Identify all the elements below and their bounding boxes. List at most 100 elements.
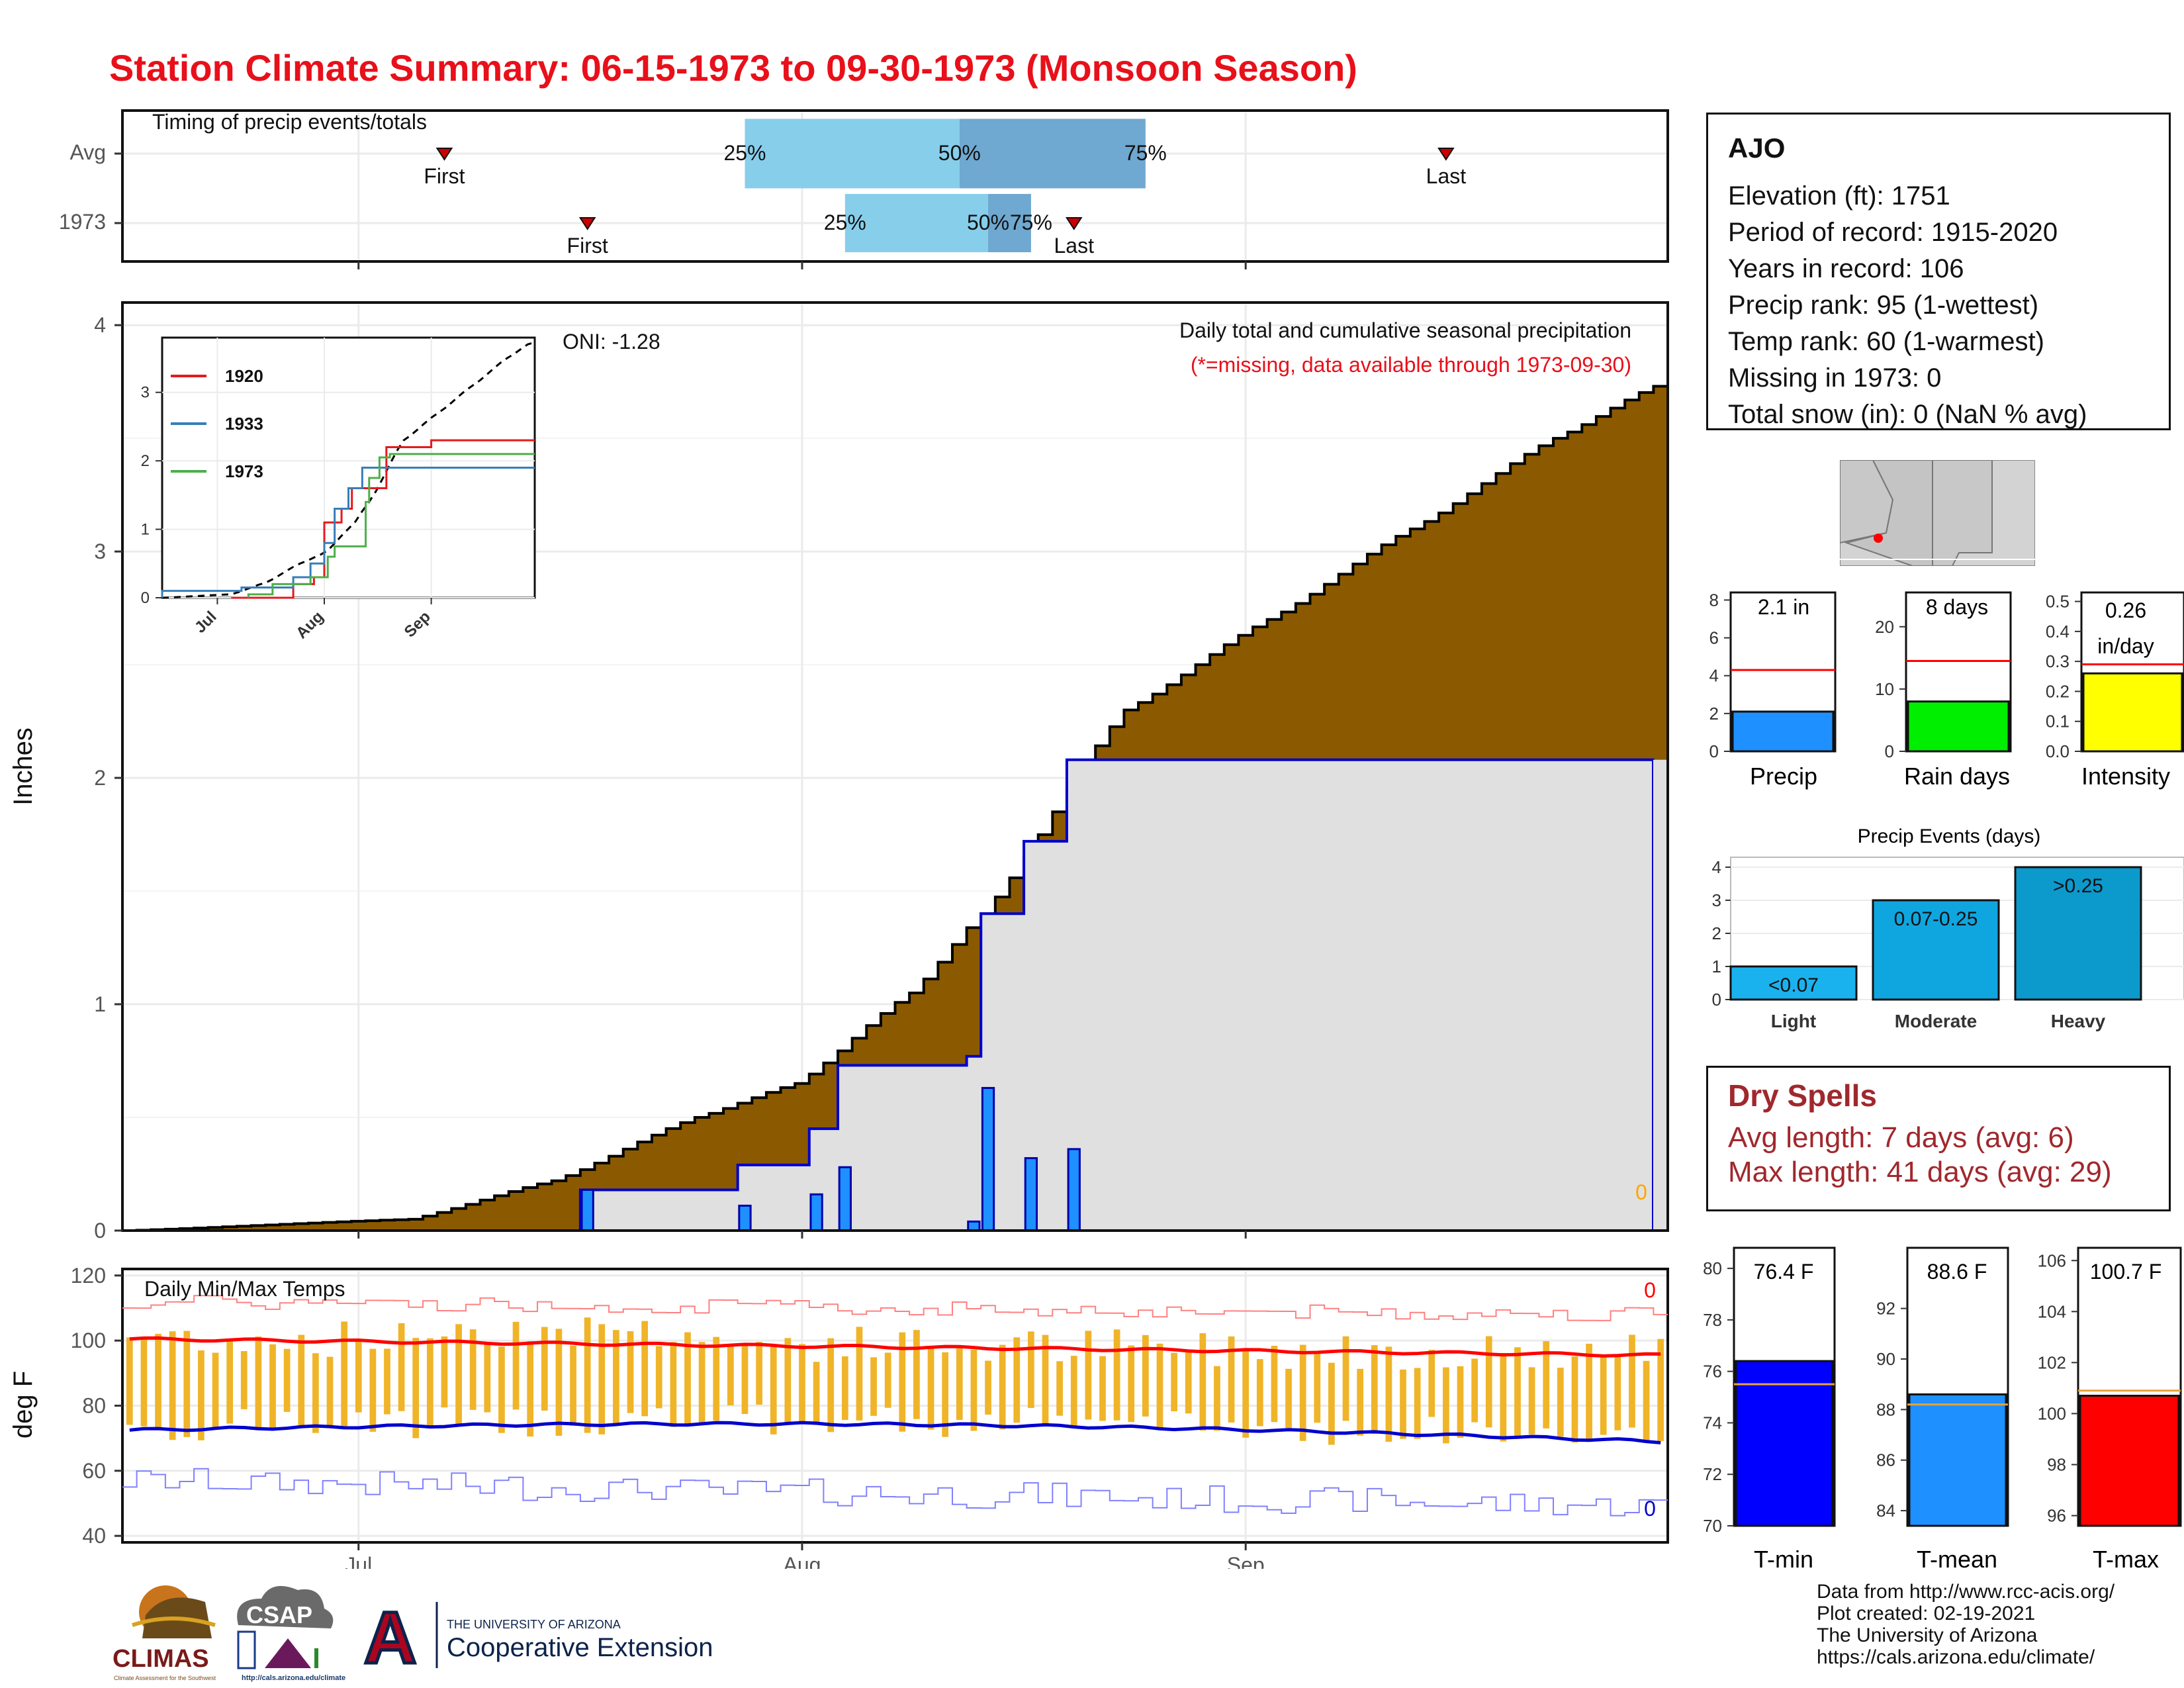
inset-y-tick-label: 1	[141, 521, 150, 539]
daily-temp-bar	[1142, 1335, 1149, 1417]
temp-y-tick-label: 40	[82, 1524, 106, 1548]
tb-tmin-tick-label: 78	[1703, 1310, 1722, 1330]
inset-avg-line	[161, 341, 535, 599]
daily-temp-bar	[899, 1332, 906, 1432]
daily-temp-bar	[1285, 1368, 1292, 1429]
daily-temp-bar	[1443, 1367, 1449, 1444]
daily-temp-bar	[255, 1336, 262, 1430]
daily-temp-bar	[1128, 1345, 1135, 1423]
dry-spells-avg: Avg length: 7 days (avg: 6)	[1728, 1121, 2074, 1154]
daily-temp-bar	[484, 1342, 491, 1413]
climas-arc-icon	[132, 1617, 216, 1627]
timing-bar-50-75-avg	[959, 118, 1146, 189]
csap-mountain-icon	[265, 1638, 311, 1668]
sum-precip-tick-label: 8	[1709, 590, 1719, 610]
timing-first-label-1973: First	[567, 234, 608, 258]
daily-temp-bar	[1614, 1355, 1621, 1430]
tb-tmean-tick-label: 92	[1876, 1299, 1895, 1319]
temp-summary-bars: 70 72 74 76 78 80 84 86 88 90 92 96 98 100 102 104 106…	[1703, 1246, 2182, 1573]
daily-temp-bar	[441, 1336, 448, 1408]
events-bar-light	[1729, 965, 1858, 1001]
timing-p50-label-avg: 50%	[938, 141, 981, 165]
daily-temp-bar	[1385, 1346, 1392, 1442]
ua-logo: A THE UNIVERSITY OF ARIZONA Cooperative …	[363, 1596, 713, 1681]
tb-tmin-tick-label: 70	[1703, 1516, 1722, 1536]
sum-intensity-tick-label: 0.5	[2046, 592, 2070, 612]
daily-temp-bar	[527, 1341, 534, 1437]
precip-y-tick-label: 0	[94, 1219, 106, 1243]
daily-temp-bar	[326, 1356, 334, 1427]
precip-missing-count: 0	[1635, 1180, 1647, 1204]
intensity-bar-label: Intensity	[2081, 763, 2170, 790]
daily-temp-bar	[713, 1336, 720, 1421]
precip-frame	[121, 301, 1669, 1232]
daily-temp-bar	[1600, 1354, 1607, 1435]
daily-temp-bar	[684, 1332, 691, 1425]
daily-temp-bar	[469, 1329, 477, 1410]
daily-temp-bar	[1357, 1368, 1364, 1436]
sum-intensity-tick-label: 0.3	[2046, 651, 2070, 671]
daily-temp-bar	[1028, 1331, 1034, 1409]
timing-p25-label-avg: 25%	[723, 141, 766, 165]
inset-y-tick-label: 0	[141, 589, 150, 607]
timing-p75-label-avg: 75%	[1124, 141, 1167, 165]
temp-panel: 40 60 80 100 120 Daily Min/Max Temps deg F 0…	[9, 1264, 1669, 1569]
events-bar-moderate	[1872, 899, 2000, 1001]
elevation: Elevation (ft): 1751	[1728, 181, 1950, 211]
daily-temp-bar	[1056, 1361, 1063, 1416]
csap-url: http://cals.arizona.edu/climate	[242, 1674, 345, 1682]
events-tick-label: 2	[1712, 923, 1721, 943]
timing-first-label-avg: First	[424, 164, 465, 188]
daily-temp-bar	[741, 1343, 749, 1415]
csap-logo: CSAP http://cals.arizona.edu/climate	[237, 1585, 345, 1682]
tb-tmax-value-bar	[2079, 1394, 2180, 1527]
tb-tmin-tick-label: 72	[1703, 1464, 1722, 1484]
1973-cumulative-tail	[1653, 759, 1666, 1231]
credits: Data from http://www.rcc-acis.org/ Plot …	[1817, 1581, 2115, 1668]
daily-temp-bar	[1328, 1362, 1335, 1445]
tb-tmean-tick-label: 90	[1876, 1349, 1895, 1369]
ua-university-name: THE UNIVERSITY OF ARIZONA	[447, 1618, 621, 1631]
daily-temp-bar	[627, 1331, 634, 1413]
daily-temp-bar	[770, 1346, 777, 1434]
1973-cumulative-area	[122, 758, 1655, 1232]
daily-temp-bar	[999, 1344, 1006, 1430]
daily-temp-bar	[1013, 1337, 1021, 1423]
temp-y-tick-label: 60	[82, 1459, 106, 1483]
daily-precip-bar	[967, 1220, 981, 1232]
tmean-bar-label: T-mean	[1917, 1546, 1997, 1573]
csap-text: CSAP	[246, 1601, 312, 1628]
tmin-avg-line	[129, 1421, 1661, 1445]
tb-tmin-tick-label: 76	[1703, 1362, 1722, 1382]
sum-raindays-tick-label: 0	[1885, 741, 1894, 761]
tmax-bar-label: T-max	[2093, 1546, 2159, 1573]
daily-temp-bar	[598, 1324, 606, 1434]
daily-precip-bar	[981, 1087, 995, 1232]
sum-precip-value-bar	[1731, 710, 1835, 753]
daily-temp-bar	[412, 1338, 420, 1438]
daily-precip-bar	[738, 1204, 752, 1232]
daily-temp-bar	[956, 1347, 963, 1421]
daily-temp-bar	[455, 1324, 462, 1425]
credits-university: The University of Arizona	[1817, 1624, 2038, 1646]
daily-temp-bar	[1113, 1329, 1120, 1421]
tmax-value: 100.7 F	[2090, 1260, 2162, 1284]
daily-temp-bar	[799, 1344, 805, 1423]
daily-temp-bar	[312, 1353, 319, 1433]
daily-temp-bar	[970, 1349, 978, 1431]
tmin-record-line	[122, 1468, 1668, 1517]
daily-temp-bar	[426, 1338, 433, 1427]
raindays-bar-label: Rain days	[1904, 763, 2010, 790]
sum-precip-tick-label: 0	[1709, 741, 1719, 761]
timing-last-label-1973: Last	[1054, 234, 1095, 258]
climas-logo: CLIMAS Climate Assessment for the Southw…	[113, 1585, 216, 1681]
precip-y-tick-label: 3	[94, 539, 106, 563]
station-location-dot	[1874, 534, 1883, 543]
events-bar-label: <0.07	[1768, 974, 1819, 996]
csap-cloud-icon	[237, 1585, 334, 1628]
daily-temp-bar	[1171, 1352, 1177, 1411]
daily-temp-bar	[784, 1338, 792, 1425]
daily-temp-bar	[913, 1330, 920, 1419]
daily-temp-bar	[283, 1348, 291, 1412]
